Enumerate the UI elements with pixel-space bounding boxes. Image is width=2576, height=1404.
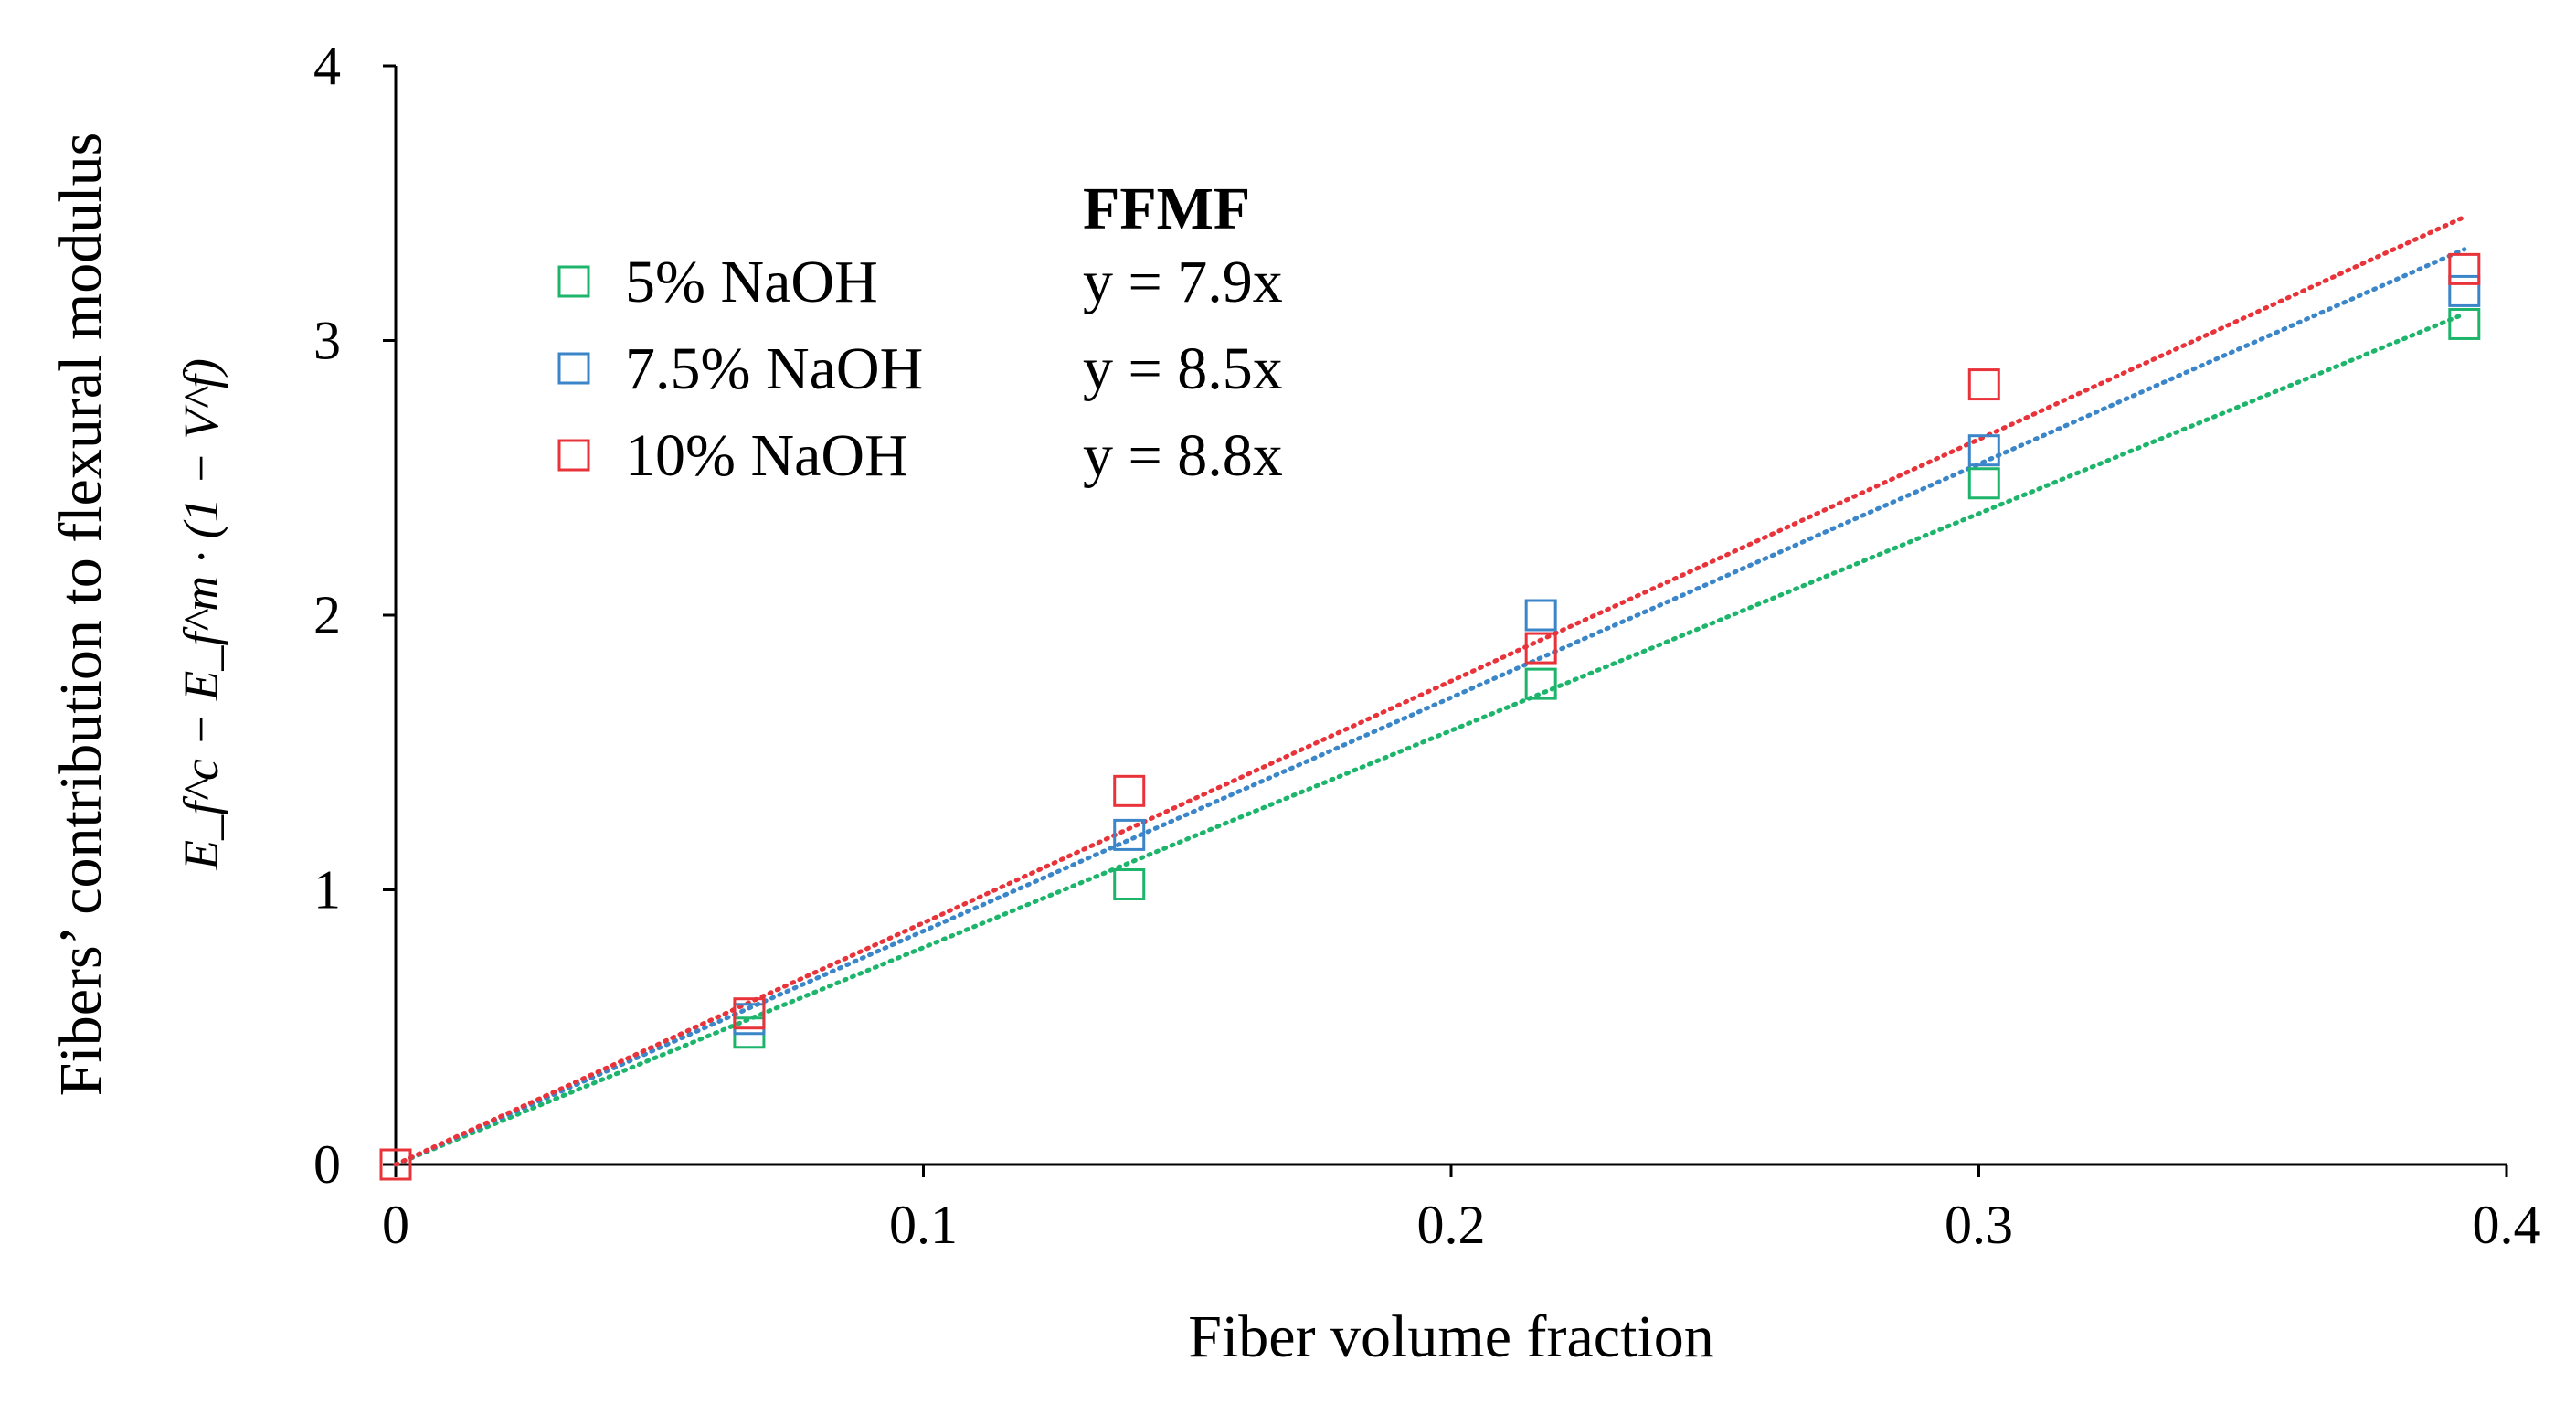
y-tick-label: 3 xyxy=(313,311,341,371)
trendlines xyxy=(393,214,2467,1167)
x-tick-label: 0.1 xyxy=(889,1195,958,1255)
legend-marker xyxy=(557,439,590,472)
legend-equation: y = 8.5x xyxy=(1083,335,1283,402)
legend-title: FFMF xyxy=(1083,176,1250,242)
x-tick-label: 0.2 xyxy=(1417,1195,1486,1255)
data-point xyxy=(2448,274,2481,307)
data-point xyxy=(1113,774,1146,807)
data-point xyxy=(1113,867,1146,900)
y-tick-label: 0 xyxy=(313,1134,341,1195)
data-point xyxy=(1113,818,1146,851)
data-point xyxy=(1967,434,2000,467)
data-point xyxy=(379,1148,412,1181)
y-tick-label: 2 xyxy=(313,585,341,645)
trendline xyxy=(393,214,2467,1167)
data-point xyxy=(2448,307,2481,340)
x-tick-label: 0 xyxy=(382,1195,409,1255)
y-tick-label: 4 xyxy=(313,36,341,96)
data-point xyxy=(1524,599,1557,632)
data-point xyxy=(1967,467,2000,500)
data-point xyxy=(733,997,766,1030)
legend-equation: y = 8.8x xyxy=(1083,422,1283,489)
data-point xyxy=(1967,368,2000,401)
x-tick-label: 0.3 xyxy=(1945,1195,2013,1255)
x-ticks: 0 0.1 0.2 0.3 0.4 xyxy=(382,1165,2541,1255)
y-ticks: 0 1 2 3 4 xyxy=(313,36,396,1195)
y-tick-label: 1 xyxy=(313,860,341,920)
trendline xyxy=(393,311,2467,1167)
data-point xyxy=(1524,632,1557,665)
legend-label: 7.5% NaOH xyxy=(625,335,923,402)
x-axis-title: Fiber volume fraction xyxy=(1188,1303,1714,1370)
legend-marker xyxy=(557,352,590,385)
legend-equation: y = 7.9x xyxy=(1083,249,1283,315)
legend: FFMF 5% NaOH y = 7.9x 7.5% NaOH y = 8.5x 10%… xyxy=(557,176,1283,489)
data-point xyxy=(2448,252,2481,285)
y-axis-title: Fibers’ contribution to flexural modulus xyxy=(48,133,114,1097)
x-tick-label: 0.4 xyxy=(2473,1195,2541,1255)
data-point xyxy=(1524,667,1557,700)
trendline xyxy=(393,247,2467,1167)
data-markers xyxy=(379,252,2481,1181)
legend-label: 10% NaOH xyxy=(625,422,908,489)
legend-marker xyxy=(557,265,590,298)
y-axis-formula: E_f^c − E_f^m · (1 − V^f) xyxy=(174,358,228,871)
legend-label: 5% NaOH xyxy=(625,249,878,315)
